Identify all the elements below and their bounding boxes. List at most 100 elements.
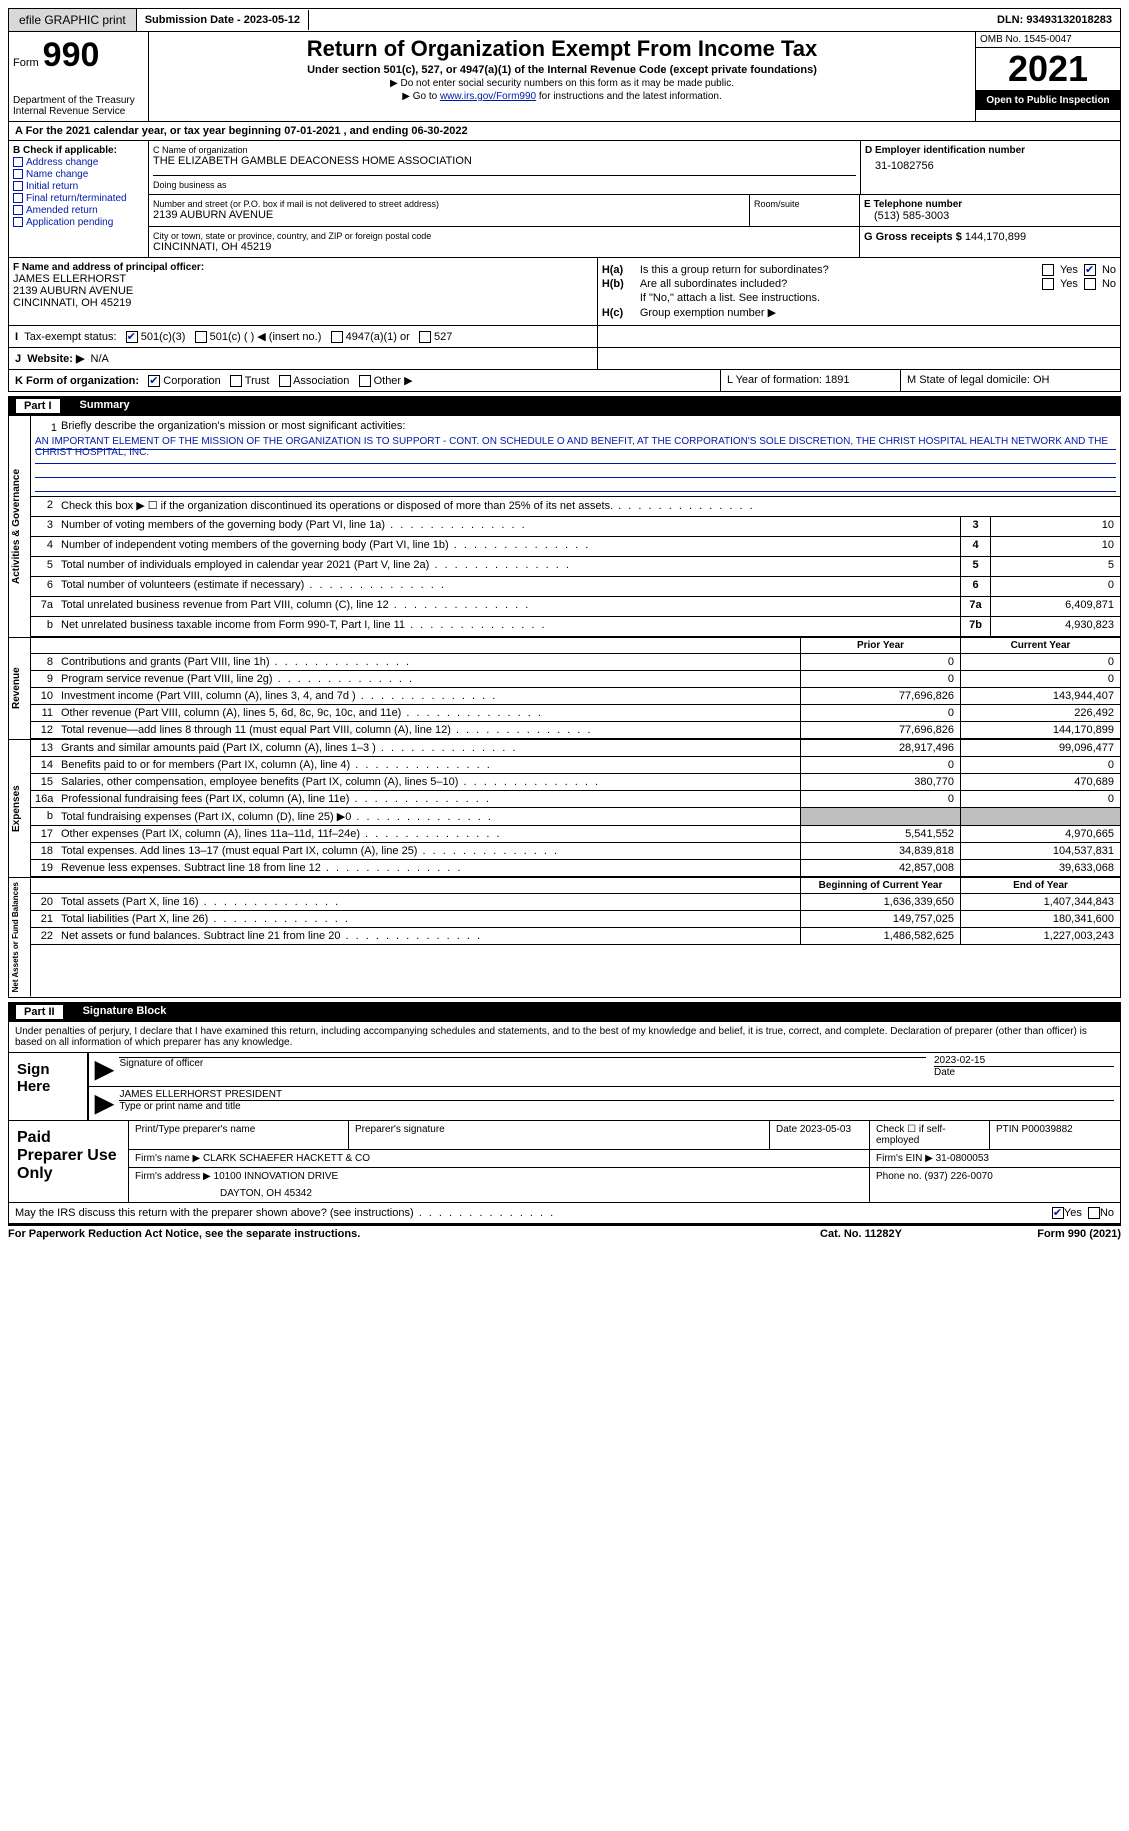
current-year-header: Current Year (960, 638, 1120, 653)
cb-4947[interactable] (331, 331, 343, 343)
opt-501c3: 501(c)(3) (141, 331, 186, 343)
governance-row: bNet unrelated business taxable income f… (31, 617, 1120, 637)
cb-trust[interactable] (230, 375, 242, 387)
cb-501c3[interactable] (126, 331, 138, 343)
cb-application-pending[interactable]: Application pending (13, 217, 144, 228)
cb-address-change[interactable]: Address change (13, 157, 144, 168)
checkbox-column: B Check if applicable: Address change Na… (9, 141, 149, 257)
treasury-label: Department of the Treasury Internal Reve… (13, 95, 144, 117)
form-subtitle: Under section 501(c), 527, or 4947(a)(1)… (153, 64, 971, 76)
paid-preparer-label: Paid Preparer Use Only (9, 1121, 129, 1202)
h-a-no[interactable] (1084, 264, 1096, 276)
form-title: Return of Organization Exempt From Incom… (153, 36, 971, 62)
firm-city: DAYTON, OH 45342 (135, 1188, 863, 1199)
part2-header: Part II Signature Block (8, 1002, 1121, 1022)
submission-date: Submission Date - 2023-05-12 (137, 10, 309, 30)
h-b-label: Are all subordinates included? (640, 278, 1036, 290)
expense-row: 19Revenue less expenses. Subtract line 1… (31, 860, 1120, 877)
opt-4947: 4947(a)(1) or (346, 331, 410, 343)
dln: DLN: 93493132018283 (989, 10, 1120, 30)
cb-assoc[interactable] (279, 375, 291, 387)
gross-label: G Gross receipts $ (864, 231, 962, 243)
topbar: efile GRAPHIC print Submission Date - 20… (8, 8, 1121, 32)
prep-print-name: Print/Type preparer's name (129, 1121, 349, 1149)
officer-name: JAMES ELLERHORST (13, 273, 593, 285)
expense-row: bTotal fundraising expenses (Part IX, co… (31, 808, 1120, 826)
cb-final-return[interactable]: Final return/terminated (13, 193, 144, 204)
vlabel-revenue: Revenue (9, 638, 31, 739)
irs-link[interactable]: www.irs.gov/Form990 (440, 91, 536, 102)
vlabel-governance: Activities & Governance (9, 416, 31, 637)
form-footer: Form 990 (2021) (961, 1228, 1121, 1240)
firm-phone: Phone no. (937) 226-0070 (870, 1168, 1120, 1202)
part2-title: Signature Block (83, 1005, 167, 1019)
h-note: If "No," attach a list. See instructions… (640, 292, 820, 304)
perjury-text: Under penalties of perjury, I declare th… (8, 1022, 1121, 1053)
part1-num: Part I (16, 399, 60, 413)
ein-label: D Employer identification number (865, 145, 1116, 156)
cb-527[interactable] (419, 331, 431, 343)
discuss-no[interactable] (1088, 1207, 1100, 1219)
city-label: City or town, state or province, country… (153, 231, 855, 241)
year-formation: L Year of formation: 1891 (720, 370, 900, 391)
vlabel-expenses: Expenses (9, 740, 31, 877)
h-a-yes[interactable] (1042, 264, 1054, 276)
tel-label: E Telephone number (864, 199, 1116, 210)
tax-year: 2021 (976, 48, 1120, 91)
officer-name-label: Type or print name and title (119, 1101, 1114, 1112)
firm-ein: Firm's EIN ▶ 31-0800053 (870, 1150, 1120, 1167)
sign-here-label: Sign Here (9, 1053, 89, 1120)
prior-year-header: Prior Year (800, 638, 960, 653)
net-assets-row: 22Net assets or fund balances. Subtract … (31, 928, 1120, 945)
prep-signature: Preparer's signature (349, 1121, 770, 1149)
sign-date-label: Date (934, 1066, 1114, 1078)
expense-row: 14Benefits paid to or for members (Part … (31, 757, 1120, 774)
sign-date: 2023-02-15 (934, 1055, 1114, 1066)
ein-value: 31-1082756 (865, 160, 1116, 172)
cb-name-change[interactable]: Name change (13, 169, 144, 180)
officer-name-title: JAMES ELLERHORST PRESIDENT (119, 1089, 1114, 1101)
form-header: Form 990 Department of the Treasury Inte… (8, 32, 1121, 122)
revenue-row: 11Other revenue (Part VIII, column (A), … (31, 705, 1120, 722)
form-word: Form (13, 57, 39, 69)
cb-amended-return[interactable]: Amended return (13, 205, 144, 216)
tax-status-label: Tax-exempt status: (24, 331, 116, 343)
website-value: N/A (91, 353, 109, 365)
sign-arrow-icon: ▶ (95, 1055, 113, 1084)
h-b-yes[interactable] (1042, 278, 1054, 290)
org-name: THE ELIZABETH GAMBLE DEACONESS HOME ASSO… (153, 155, 856, 167)
cb-corp[interactable] (148, 375, 160, 387)
cb-501c[interactable] (195, 331, 207, 343)
opt-corp: Corporation (163, 375, 220, 387)
sig-officer-label: Signature of officer (119, 1058, 934, 1069)
cb-other[interactable] (359, 375, 371, 387)
state-domicile: M State of legal domicile: OH (900, 370, 1120, 391)
h-b-no[interactable] (1084, 278, 1096, 290)
sign-arrow-icon-2: ▶ (95, 1089, 113, 1118)
revenue-row: 10Investment income (Part VIII, column (… (31, 688, 1120, 705)
efile-button[interactable]: efile GRAPHIC print (9, 9, 137, 31)
cb-initial-return[interactable]: Initial return (13, 181, 144, 192)
net-assets-row: 21Total liabilities (Part X, line 26)149… (31, 911, 1120, 928)
prep-date: Date 2023-05-03 (770, 1121, 870, 1149)
vlabel-net-assets: Net Assets or Fund Balances (9, 878, 31, 996)
mission-label: Briefly describe the organization's miss… (61, 420, 405, 436)
governance-row: 3Number of voting members of the governi… (31, 517, 1120, 537)
part1-title: Summary (80, 399, 130, 413)
revenue-row: 12Total revenue—add lines 8 through 11 (… (31, 722, 1120, 739)
discuss-yes[interactable] (1052, 1207, 1064, 1219)
governance-row: 2Check this box ▶ ☐ if the organization … (31, 497, 1120, 517)
part1-header: Part I Summary (8, 396, 1121, 416)
expense-row: 18Total expenses. Add lines 13–17 (must … (31, 843, 1120, 860)
end-year-header: End of Year (960, 878, 1120, 893)
goto-suffix: for instructions and the latest informat… (536, 91, 722, 102)
officer-addr1: 2139 AUBURN AVENUE (13, 285, 593, 297)
opt-527: 527 (434, 331, 452, 343)
expense-row: 17Other expenses (Part IX, column (A), l… (31, 826, 1120, 843)
privacy-note: ▶ Do not enter social security numbers o… (153, 78, 971, 89)
org-name-label: C Name of organization (153, 145, 856, 155)
firm-name: Firm's name ▶ CLARK SCHAEFER HACKETT & C… (129, 1150, 870, 1167)
form-number: 990 (43, 36, 100, 75)
officer-label: F Name and address of principal officer: (13, 262, 593, 273)
col-b-title: B Check if applicable: (13, 145, 144, 156)
